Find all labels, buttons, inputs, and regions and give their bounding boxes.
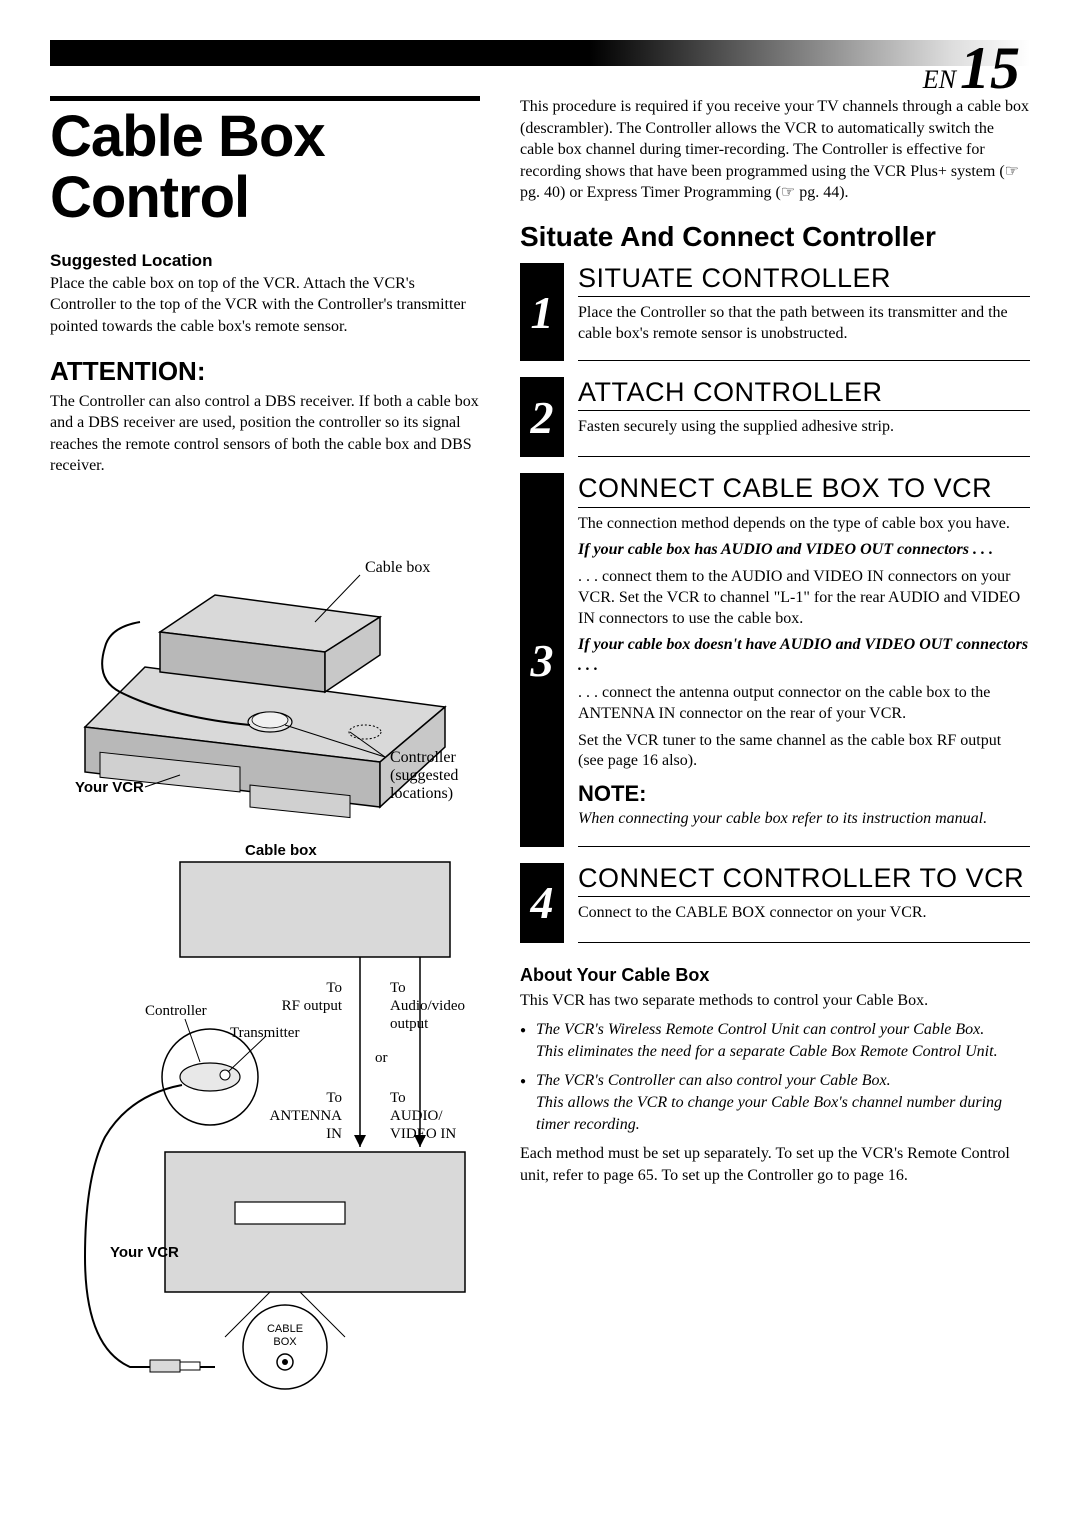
fig2-to-av-2: Audio/video (390, 998, 465, 1014)
fig1-cablebox-label: Cable box (365, 559, 430, 576)
left-column: Cable Box Control Suggested Location Pla… (50, 96, 480, 1397)
about-bullet-1: The VCR's Wireless Remote Control Unit c… (520, 1019, 1030, 1062)
fig2-to-avin-1: To (390, 1090, 406, 1106)
step-4: 4 CONNECT CONTROLLER TO VCR Connect to t… (520, 863, 1030, 943)
fig2-to-rf-2: RF output (282, 998, 343, 1014)
about-b1b: This eliminates the need for a separate … (536, 1043, 998, 1060)
step-number: 2 (520, 377, 564, 457)
fig2-to-ant-2: ANTENNA (270, 1108, 343, 1124)
fig1-suggested-1: (suggested (390, 767, 458, 784)
about-bullet-2: The VCR's Controller can also control yo… (520, 1070, 1030, 1135)
fig2-cablebox-conn-1: CABLE (267, 1323, 303, 1335)
about-b2b: This allows the VCR to change your Cable… (536, 1094, 1002, 1133)
step3-intro: The connection method depends on the typ… (578, 514, 1030, 535)
page-number: EN 15 (923, 38, 1020, 98)
step-title: SITUATE CONTROLLER (578, 263, 1030, 297)
fig1-suggested-2: locations) (390, 785, 453, 802)
fig2-to-rf-1: To (326, 980, 342, 996)
step-2: 2 ATTACH CONTROLLER Fasten securely usin… (520, 377, 1030, 457)
intro-paragraph: This procedure is required if you receiv… (520, 96, 1030, 204)
section-title: Situate And Connect Controller (520, 222, 1030, 253)
note-body: When connecting your cable box refer to … (578, 809, 1030, 830)
step-number: 4 (520, 863, 564, 943)
page-title: Cable Box Control (50, 107, 480, 229)
fig2-to-avin-2: AUDIO/ (390, 1108, 443, 1124)
about-intro: This VCR has two separate methods to con… (520, 990, 1030, 1012)
fig2-to-av-3: output (390, 1016, 429, 1032)
step3-case1-label: If your cable box has AUDIO and VIDEO OU… (578, 540, 1030, 561)
title-rule (50, 96, 480, 101)
step-body: Place the Controller so that the path be… (578, 303, 1030, 345)
figure-wiring-diagram: Cable box To RF output To Audio/video ou… (50, 837, 480, 1397)
step3-case2-label: If your cable box doesn't have AUDIO and… (578, 635, 1030, 677)
fig1-yourvcr-label: Your VCR (75, 779, 144, 796)
fig2-cablebox-label: Cable box (245, 842, 317, 859)
step3-case2-body: . . . connect the antenna output connect… (578, 683, 1030, 725)
fig2-to-avin-3: VIDEO IN (390, 1126, 456, 1142)
right-column: This procedure is required if you receiv… (520, 96, 1030, 1397)
header-gradient-bar (50, 40, 1030, 66)
fig2-yourvcr-label: Your VCR (110, 1244, 179, 1261)
step-body: Fasten securely using the supplied adhes… (578, 417, 1030, 438)
step-title: CONNECT CABLE BOX TO VCR (578, 473, 1030, 507)
fig2-to-av-1: To (390, 980, 406, 996)
fig2-cablebox-conn-2: BOX (273, 1336, 297, 1348)
page-lang: EN (923, 65, 956, 94)
fig2-transmitter-label: Transmitter (230, 1025, 299, 1041)
step-1: 1 SITUATE CONTROLLER Place the Controlle… (520, 263, 1030, 362)
suggested-location-body: Place the cable box on top of the VCR. A… (50, 273, 480, 338)
fig2-or-label: or (375, 1050, 388, 1066)
step-title: ATTACH CONTROLLER (578, 377, 1030, 411)
fig2-to-ant-1: To (326, 1090, 342, 1106)
step-body: Connect to the CABLE BOX connector on yo… (578, 903, 1030, 924)
step-3: 3 CONNECT CABLE BOX TO VCR The connectio… (520, 473, 1030, 846)
attention-label: ATTENTION: (50, 356, 480, 387)
about-outro: Each method must be set up separately. T… (520, 1143, 1030, 1186)
page-num-value: 15 (960, 35, 1020, 101)
step-title: CONNECT CONTROLLER TO VCR (578, 863, 1030, 897)
about-title: About Your Cable Box (520, 965, 1030, 986)
fig2-controller-label: Controller (145, 1003, 207, 1019)
about-b1a: The VCR's Wireless Remote Control Unit c… (536, 1021, 984, 1038)
suggested-location-label: Suggested Location (50, 251, 480, 271)
figure-vcr-3d: Cable box Controller (suggested location… (50, 517, 480, 827)
step3-extra: Set the VCR tuner to the same channel as… (578, 731, 1030, 773)
attention-body: The Controller can also control a DBS re… (50, 391, 480, 477)
about-b2a: The VCR's Controller can also control yo… (536, 1072, 891, 1089)
about-body: This VCR has two separate methods to con… (520, 990, 1030, 1187)
step-number: 1 (520, 263, 564, 362)
step3-case1-body: . . . connect them to the AUDIO and VIDE… (578, 567, 1030, 629)
fig1-controller-label: Controller (390, 749, 456, 766)
note-label: NOTE: (578, 780, 1030, 809)
step-number: 3 (520, 473, 564, 846)
fig2-to-ant-3: IN (326, 1126, 342, 1142)
